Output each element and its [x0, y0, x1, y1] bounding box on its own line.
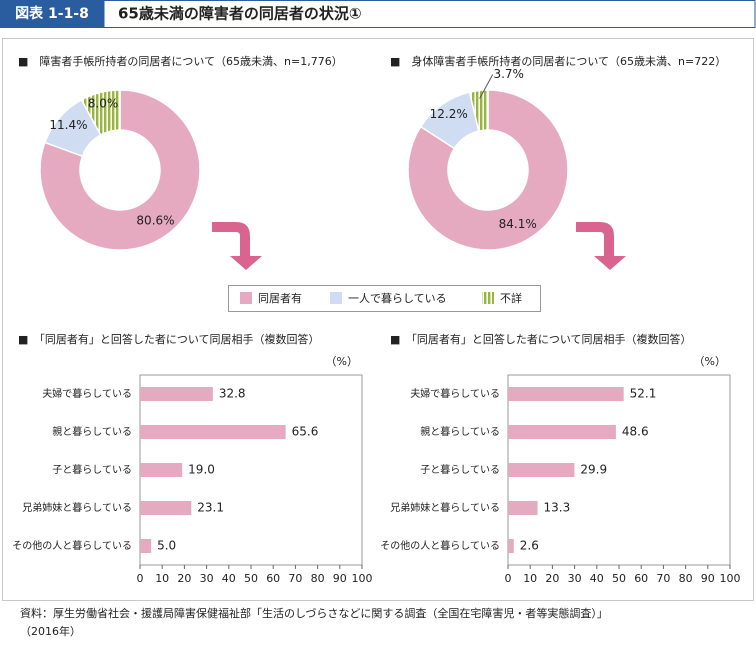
category-label: 夫婦で暮らしている	[410, 387, 500, 400]
category-label: 兄弟姉妹と暮らしている	[390, 501, 500, 514]
data-label: 32.8	[219, 387, 246, 401]
x-tick-label: 10	[523, 572, 537, 585]
x-tick-label: 100	[352, 572, 373, 585]
category-label: 兄弟姉妹と暮らしている	[22, 501, 132, 514]
x-tick-label: 20	[177, 572, 191, 585]
figure-label: 図表 1-1-8	[15, 5, 89, 22]
pie-slice	[468, 89, 489, 132]
x-tick-label: 30	[568, 572, 582, 585]
x-tick-label: 50	[612, 572, 626, 585]
chart-title: ■ 「同居者有」と回答した者について同居相手（複数回答）	[18, 332, 320, 346]
data-label: 65.6	[292, 425, 319, 439]
x-tick-label: 100	[720, 572, 741, 585]
legend-swatch	[482, 292, 494, 304]
x-tick-label: 40	[590, 572, 604, 585]
data-label: 23.1	[197, 501, 224, 515]
bar	[508, 387, 624, 401]
pie-slice	[407, 89, 569, 251]
data-label: 48.6	[622, 425, 649, 439]
data-label: 8.0%	[88, 97, 119, 111]
unit-label: （%）	[694, 355, 726, 368]
data-label: 19.0	[188, 463, 215, 477]
panel	[2, 38, 754, 601]
legend-label: 一人で暮らしている	[348, 291, 447, 305]
bar	[508, 501, 538, 515]
x-tick-label: 90	[701, 572, 715, 585]
pie-slice	[80, 89, 121, 136]
bar	[508, 539, 514, 553]
bar	[140, 501, 192, 515]
chart-title: ■ 身体障害者手帳所持者の同居者について（65歳未満、n=722）	[390, 54, 726, 68]
x-tick-label: 60	[266, 572, 280, 585]
category-label: 子と暮らしている	[52, 463, 132, 476]
legend-label: 同居者有	[258, 291, 302, 305]
unit-label: （%）	[326, 355, 358, 368]
source-note: （2016年）	[20, 624, 81, 638]
chart-title: ■ 障害者手帳所持者の同居者について（65歳未満、n=1,776）	[18, 54, 343, 68]
category-label: 親と暮らしている	[420, 425, 500, 438]
leader-line	[479, 74, 494, 99]
title-box	[103, 0, 756, 28]
data-label: 2.6	[520, 539, 539, 553]
x-tick-label: 80	[311, 572, 325, 585]
bar	[508, 425, 616, 439]
x-tick-label: 0	[137, 572, 144, 585]
category-label: その他の人と暮らしている	[12, 539, 132, 552]
x-tick-label: 30	[200, 572, 214, 585]
data-label: 13.3	[544, 501, 571, 515]
figure-title: 65歳未満の障害者の同居者の状況①	[118, 5, 362, 23]
data-label: 52.1	[630, 387, 657, 401]
legend-swatch	[330, 292, 342, 304]
x-tick-label: 20	[545, 572, 559, 585]
bar	[140, 387, 213, 401]
x-tick-label: 50	[244, 572, 258, 585]
data-label: 3.7%	[493, 67, 524, 81]
pie-slice	[39, 89, 201, 251]
data-label: 84.1%	[499, 217, 537, 231]
x-tick-label: 70	[656, 572, 670, 585]
legend-swatch	[240, 292, 252, 304]
x-tick-label: 0	[505, 572, 512, 585]
x-tick-label: 10	[155, 572, 169, 585]
data-label: 12.2%	[430, 107, 468, 121]
x-tick-label: 80	[679, 572, 693, 585]
category-label: 夫婦で暮らしている	[42, 387, 132, 400]
bar	[140, 425, 286, 439]
category-label: その他の人と暮らしている	[380, 539, 500, 552]
x-tick-label: 60	[634, 572, 648, 585]
bar	[140, 539, 152, 553]
bar	[508, 463, 575, 477]
data-label: 29.9	[580, 463, 607, 477]
source-note: 資料：厚生労働省社会・援護局障害保健福祉部「生活のしづらさなどに関する調査（全国…	[20, 606, 608, 620]
data-label: 5.0	[157, 539, 176, 553]
x-tick-label: 90	[333, 572, 347, 585]
arrow	[212, 222, 262, 270]
data-label: 80.6%	[136, 213, 174, 227]
legend: 同居者有 一人で暮らしている 不詳	[240, 291, 522, 305]
arrow	[576, 222, 626, 270]
category-label: 子と暮らしている	[420, 463, 500, 476]
x-tick-label: 70	[288, 572, 302, 585]
legend-label: 不詳	[500, 291, 522, 305]
label-box	[0, 0, 104, 28]
x-tick-label: 40	[222, 572, 236, 585]
category-label: 親と暮らしている	[52, 425, 132, 438]
chart-title: ■ 「同居者有」と回答した者について同居相手（複数回答）	[390, 332, 692, 346]
bar	[140, 463, 183, 477]
data-label: 11.4%	[49, 118, 87, 132]
